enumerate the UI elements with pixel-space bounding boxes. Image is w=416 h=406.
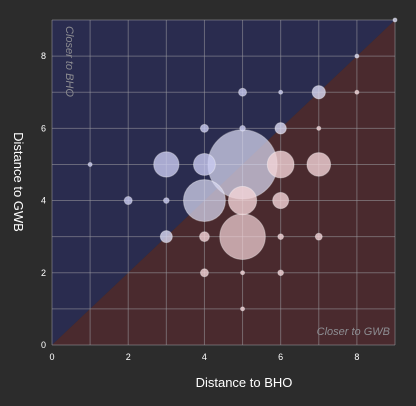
bubble — [238, 87, 248, 97]
bubble — [123, 196, 133, 206]
bubble — [153, 151, 180, 178]
bubble — [227, 185, 258, 216]
bubble — [240, 270, 246, 276]
bubble — [199, 231, 210, 243]
region-label-closer-to-bho: Closer to BHO — [63, 26, 75, 97]
tick-labels: 0 2 4 6 8 0 2 4 6 8 — [41, 51, 359, 362]
bubble — [311, 85, 326, 100]
x-tick-label: 4 — [202, 352, 207, 362]
bubble — [272, 192, 290, 210]
y-tick-label: 8 — [41, 51, 46, 61]
y-tick-label: 6 — [41, 123, 46, 133]
bubble — [163, 197, 170, 204]
bubble — [219, 213, 266, 260]
bubble — [316, 125, 322, 131]
bubble — [266, 150, 295, 179]
x-axis-title: Distance to BHO — [196, 375, 293, 390]
bubble — [354, 89, 360, 95]
grid-lines — [51, 19, 396, 346]
bubble — [87, 161, 93, 167]
bubble — [199, 268, 209, 278]
x-tick-label: 8 — [354, 352, 359, 362]
bubble — [277, 269, 284, 277]
bubble — [306, 152, 332, 177]
bubble — [274, 122, 287, 135]
bubble — [199, 123, 209, 133]
x-tick-label: 2 — [126, 352, 131, 362]
bubble — [192, 152, 216, 176]
y-axis-title: Distance to GWB — [11, 132, 26, 232]
y-tick-label: 0 — [41, 340, 46, 350]
bubble — [278, 89, 284, 95]
bubble — [354, 53, 360, 59]
bubble — [182, 179, 226, 223]
bubble — [239, 125, 246, 132]
bubble — [277, 233, 284, 240]
x-tick-label: 0 — [49, 352, 54, 362]
bubble — [392, 17, 398, 23]
bubble — [240, 306, 246, 312]
region-label-closer-to-gwb: Closer to GWB — [317, 326, 390, 338]
y-tick-label: 2 — [41, 268, 46, 278]
bubbles — [87, 17, 398, 312]
x-tick-label: 6 — [278, 352, 283, 362]
y-tick-label: 4 — [41, 196, 46, 206]
bubble — [314, 232, 323, 241]
bubble — [159, 230, 173, 244]
